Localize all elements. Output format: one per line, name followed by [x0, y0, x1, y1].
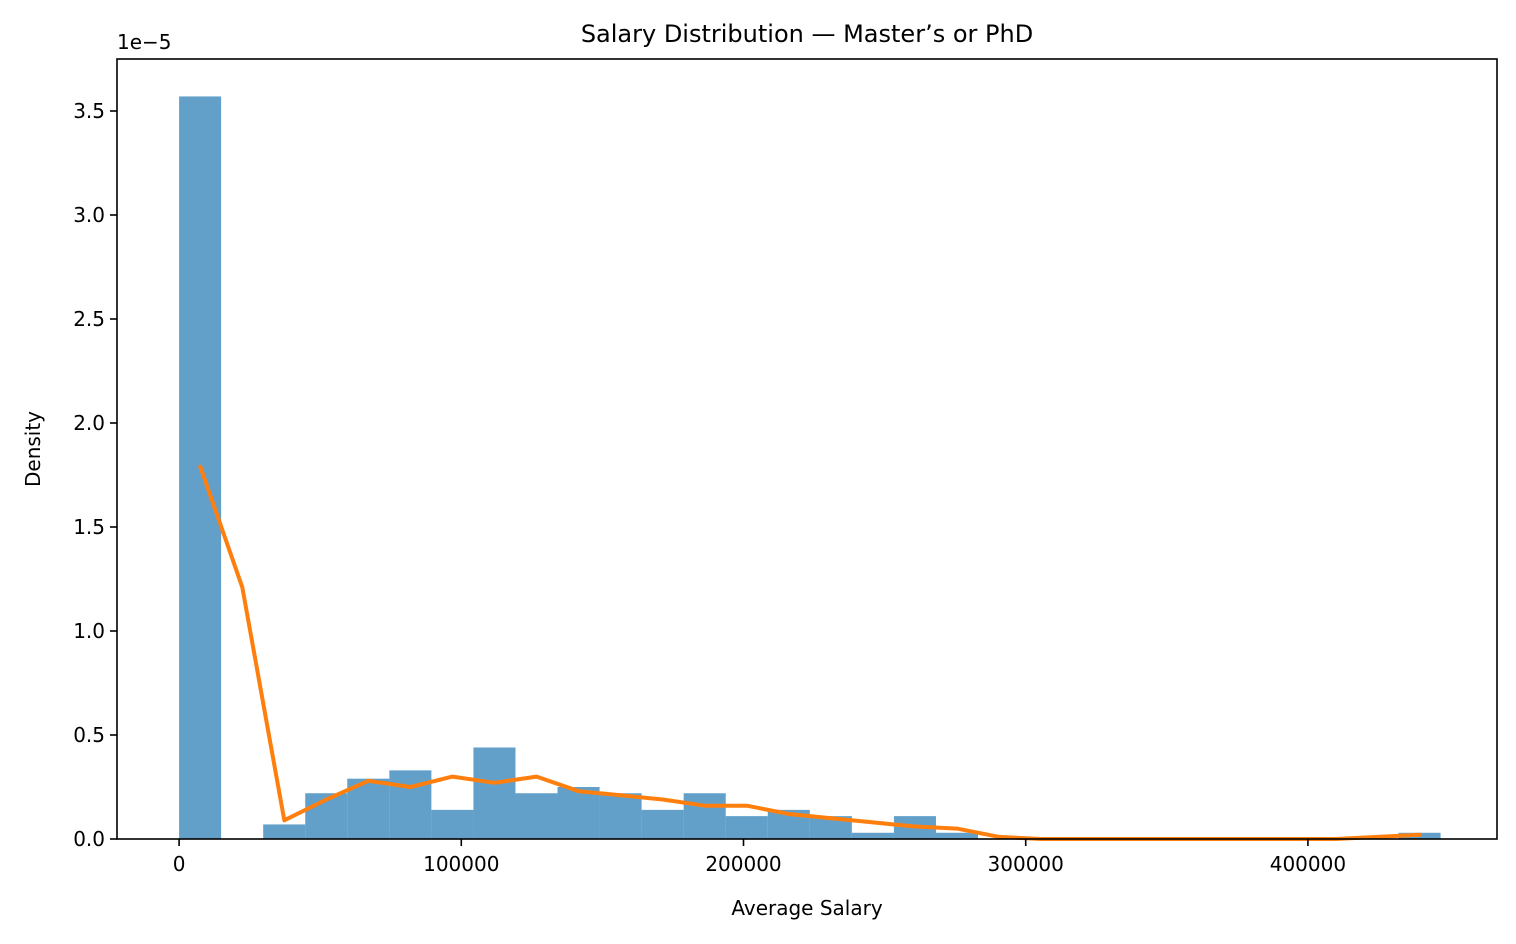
histogram-bars — [179, 96, 1441, 839]
y-axis-offset-label: 1e−5 — [117, 30, 172, 54]
chart-title: Salary Distribution — Master’s or PhD — [581, 20, 1033, 48]
x-tick-label: 400000 — [1270, 852, 1346, 876]
y-tick-label: 1.0 — [73, 619, 105, 643]
density-line — [198, 464, 1422, 841]
y-tick-label: 2.0 — [73, 411, 105, 435]
y-axis-ticks: 0.0 0.5 1.0 1.5 2.0 2.5 3.0 3.5 — [73, 99, 117, 851]
x-tick-label: 200000 — [705, 852, 781, 876]
plot-frame — [116, 58, 1498, 840]
x-tick-label: 0 — [173, 852, 186, 876]
y-tick-label: 1.5 — [73, 515, 105, 539]
histogram-bar — [431, 809, 474, 839]
y-tick-label: 0.0 — [73, 827, 105, 851]
histogram-bar — [389, 770, 432, 839]
y-tick-label: 3.5 — [73, 99, 105, 123]
y-tick-label: 0.5 — [73, 723, 105, 747]
histogram-bar — [935, 832, 979, 839]
x-axis-ticks: 0 100000 200000 300000 400000 — [173, 839, 1346, 876]
histogram-bar — [809, 816, 852, 839]
histogram-bar — [641, 809, 684, 839]
histogram-bar — [851, 832, 894, 839]
histogram-bar — [473, 747, 516, 839]
histogram-bar — [599, 793, 642, 839]
y-tick-label: 2.5 — [73, 307, 105, 331]
histogram-bar — [725, 816, 768, 839]
y-axis-label: Density — [21, 411, 45, 487]
histogram-bar — [683, 793, 726, 839]
density-line-layer — [198, 464, 1422, 841]
histogram-bar — [515, 793, 558, 839]
y-tick-label: 3.0 — [73, 203, 105, 227]
histogram-bar — [263, 824, 306, 839]
x-axis-label: Average Salary — [731, 896, 882, 920]
x-tick-label: 100000 — [423, 852, 499, 876]
histogram-bar — [557, 787, 600, 839]
x-tick-label: 300000 — [988, 852, 1064, 876]
